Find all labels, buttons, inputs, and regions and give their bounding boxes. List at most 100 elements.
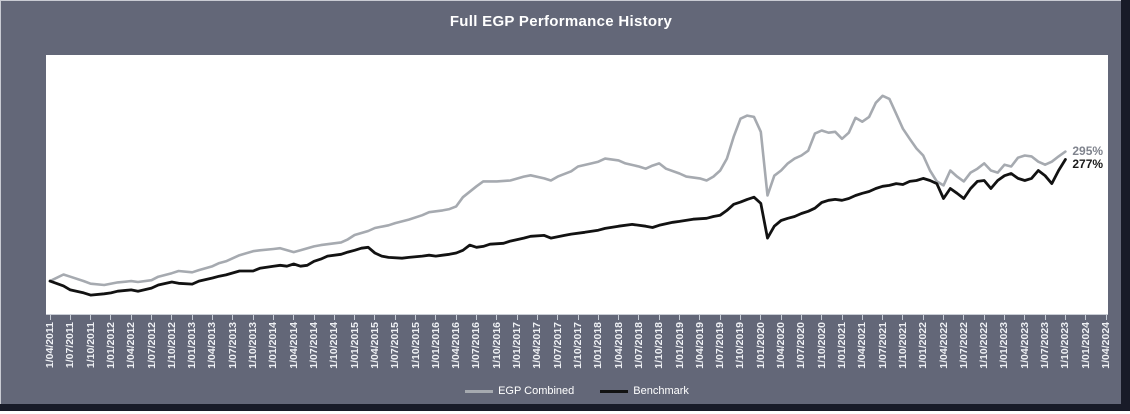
x-axis-label: 1/04/2020 [775, 322, 788, 369]
legend-item-egp-combined: EGP Combined [465, 385, 574, 397]
chart-title: Full EGP Performance History [449, 13, 673, 30]
x-axis-label: 1/01/2023 [998, 322, 1011, 369]
x-axis-label: 1/04/2014 [287, 322, 300, 369]
x-axis-label: 1/07/2016 [470, 322, 483, 369]
x-axis-tick [1105, 315, 1107, 320]
x-axis-tick [943, 315, 945, 320]
x-axis-tick [252, 315, 254, 320]
x-axis-label: 1/01/2013 [186, 322, 199, 369]
window-edge-bottom [0, 404, 1121, 411]
x-axis-label: 1/04/2018 [612, 322, 625, 369]
x-axis-label: 1/07/2013 [226, 322, 239, 369]
x-axis-tick [557, 315, 559, 320]
x-axis-label: 1/10/2013 [247, 322, 260, 369]
x-axis-tick [374, 315, 376, 320]
x-axis-label: 1/04/2019 [693, 322, 706, 369]
x-axis-tick [739, 315, 741, 320]
x-axis-tick [90, 315, 92, 320]
x-axis-tick [354, 315, 356, 320]
x-axis-label: 1/07/2012 [145, 322, 158, 369]
egp-combined-line [48, 94, 1067, 287]
x-axis-tick [151, 315, 153, 320]
x-axis-tick [171, 315, 173, 320]
benchmark-end-label: 277% [1072, 156, 1104, 171]
x-axis-label: 1/01/2015 [348, 322, 361, 369]
x-axis-label: 1/01/2021 [836, 322, 848, 369]
x-axis-tick [821, 315, 823, 320]
benchmark-line [48, 158, 1067, 297]
x-axis-label: 1/07/2011 [64, 322, 77, 369]
x-axis-label: 1/10/2021 [896, 322, 909, 369]
x-axis-label: 1/01/2024 [1079, 322, 1092, 369]
x-axis-label: 1/10/2022 [978, 322, 991, 369]
x-axis-tick [435, 315, 437, 320]
x-axis-tick [902, 315, 904, 320]
x-axis-tick [333, 315, 335, 320]
benchmark-line-swatch [600, 389, 629, 393]
x-axis-label: 1/01/2012 [104, 322, 117, 369]
x-axis-label: 1/04/2022 [937, 322, 950, 369]
x-axis-tick [983, 315, 985, 320]
x-axis-tick [293, 315, 295, 320]
x-axis-tick [110, 315, 112, 320]
x-axis-label: 1/01/2017 [511, 322, 524, 369]
x-axis-tick [699, 315, 701, 320]
x-axis-label: 1/07/2014 [308, 322, 320, 369]
x-axis-tick [1003, 315, 1005, 320]
x-axis-tick [191, 315, 193, 320]
x-axis-label: 1/04/2011 [44, 322, 56, 369]
legend-label-egp-combined: EGP Combined [498, 385, 575, 397]
x-axis-label: 1/04/2015 [368, 322, 381, 369]
x-axis-label: 1/10/2012 [165, 322, 178, 369]
x-axis-tick [272, 315, 274, 320]
x-axis-label: 1/07/2020 [795, 322, 808, 369]
x-axis-tick [861, 315, 863, 320]
x-axis-tick [415, 315, 417, 320]
x-axis-label: 1/01/2014 [267, 322, 280, 369]
x-axis-label: 1/01/2020 [754, 322, 767, 369]
x-axis-label: 1/04/2024 [1100, 322, 1112, 369]
x-axis-tick [679, 315, 681, 320]
x-axis-tick [800, 315, 802, 320]
window-edge-right [1121, 0, 1130, 411]
x-axis-label: 1/10/2020 [815, 322, 828, 369]
x-axis-label: 1/10/2011 [84, 322, 97, 369]
x-axis-tick [577, 315, 579, 320]
x-axis-label: 1/10/2016 [490, 322, 503, 369]
x-axis-label: 1/01/2018 [592, 322, 605, 369]
x-axis-tick [232, 315, 234, 320]
x-axis-tick [963, 315, 965, 320]
x-axis-label: 1/10/2015 [409, 322, 422, 369]
x-axis-label: 1/07/2017 [551, 322, 564, 369]
x-axis-tick [658, 315, 660, 320]
x-axis-tick [922, 315, 924, 320]
x-axis-tick [780, 315, 782, 320]
x-axis-tick [394, 315, 396, 320]
x-axis-tick [69, 315, 71, 320]
x-axis-label: 1/01/2016 [429, 322, 442, 369]
x-axis-tick [638, 315, 640, 320]
x-axis-tick [496, 315, 498, 320]
x-axis-tick [597, 315, 599, 320]
x-axis-label: 1/04/2012 [125, 322, 138, 369]
x-axis-label: 1/07/2018 [632, 322, 645, 369]
x-axis-label: 1/10/2018 [653, 322, 666, 369]
x-axis-label: 1/10/2023 [1059, 322, 1072, 369]
x-axis-label: 1/10/2014 [328, 322, 341, 369]
x-axis-label: 1/10/2019 [734, 322, 747, 369]
x-axis-tick [618, 315, 620, 320]
x-axis-tick [1024, 315, 1026, 320]
x-axis-label: 1/07/2015 [389, 322, 402, 369]
x-axis-label: 1/07/2021 [876, 322, 889, 369]
legend: EGP Combined Benchmark [46, 383, 1108, 399]
x-axis-label: 1/07/2019 [714, 322, 727, 369]
x-axis-label: 1/04/2023 [1018, 322, 1031, 369]
x-axis-label: 1/04/2013 [206, 322, 219, 369]
x-axis-tick [841, 315, 843, 320]
x-axis-tick [882, 315, 884, 320]
x-axis-label: 1/04/2017 [531, 322, 544, 369]
x-axis-tick [1064, 315, 1066, 320]
chart-frame: Full EGP Performance History EGP Combine… [0, 0, 1121, 404]
x-axis-label: 1/01/2019 [673, 322, 686, 369]
x-axis-label: 1/04/2016 [450, 322, 463, 369]
